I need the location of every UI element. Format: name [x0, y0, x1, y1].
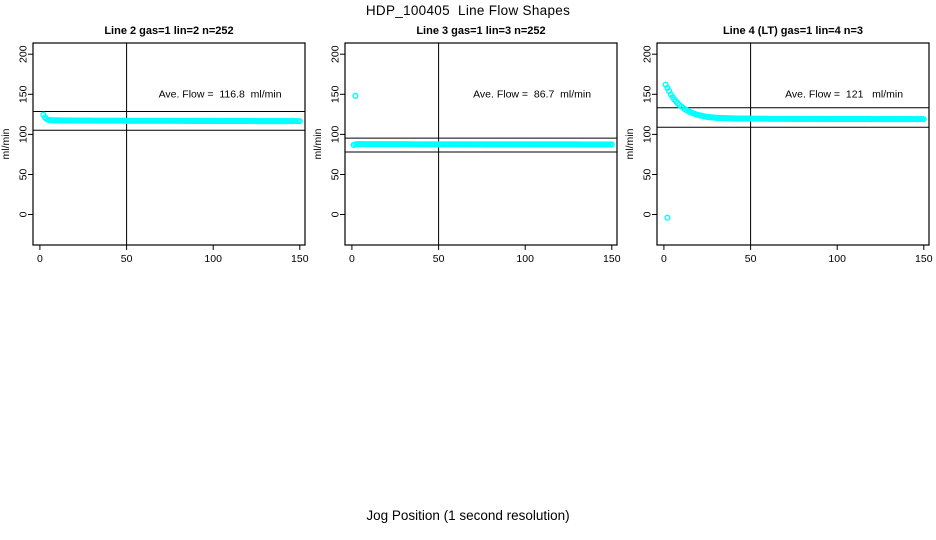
svg-text:50: 50 — [642, 169, 654, 181]
svg-text:0: 0 — [37, 253, 43, 265]
svg-text:100: 100 — [516, 253, 534, 265]
panel-line4-title: Line 4 (LT) gas=1 lin=4 n=3 — [722, 25, 864, 37]
svg-text:ml/min: ml/min — [312, 128, 324, 159]
svg-text:200: 200 — [18, 45, 30, 63]
svg-text:ml/min: ml/min — [624, 128, 636, 159]
svg-text:0: 0 — [642, 211, 654, 217]
svg-text:200: 200 — [642, 45, 654, 63]
svg-text:100: 100 — [204, 253, 222, 265]
svg-text:150: 150 — [291, 253, 309, 265]
svg-text:100: 100 — [18, 125, 30, 143]
svg-text:150: 150 — [330, 85, 342, 103]
svg-text:50: 50 — [121, 253, 133, 265]
svg-text:Ave. Flow = 121 ml/min: Ave. Flow = 121 ml/min — [785, 89, 903, 101]
svg-text:50: 50 — [330, 169, 342, 181]
panel-line4: Line 4 (LT) gas=1 lin=4 n=3 0 50 100 150 0 50… — [624, 20, 936, 270]
svg-text:100: 100 — [828, 253, 846, 265]
svg-text:Ave. Flow = 116.8 ml/min: Ave. Flow = 116.8 ml/min — [159, 89, 282, 101]
panel-line2: Line 2 gas=1 lin=2 n=252 0 50 100 150 0 50 100… — [0, 20, 312, 270]
panel-line3-title: Line 3 gas=1 lin=3 n=252 — [416, 25, 546, 37]
scatter-plot-line3: 0 50 100 150 0 50 100 150 200 ml/min Ave. Flow = 8… — [312, 42, 621, 265]
svg-text:0: 0 — [661, 253, 667, 265]
svg-text:200: 200 — [330, 45, 342, 63]
svg-text:100: 100 — [642, 125, 654, 143]
svg-text:0: 0 — [349, 253, 355, 265]
svg-text:50: 50 — [433, 253, 445, 265]
scatter-plot-line2: 0 50 100 150 0 50 100 150 200 ml/min Ave. Flow = 1… — [0, 42, 309, 265]
svg-text:50: 50 — [18, 169, 30, 181]
svg-text:50: 50 — [745, 253, 757, 265]
x-axis-label: Jog Position (1 second resolution) — [366, 508, 570, 523]
scatter-plot-line4: 0 50 100 150 0 50 100 150 200 ml/min Ave. Flow = 1… — [624, 42, 933, 265]
svg-text:0: 0 — [18, 211, 30, 217]
svg-text:150: 150 — [18, 85, 30, 103]
svg-text:100: 100 — [330, 125, 342, 143]
svg-text:ml/min: ml/min — [0, 128, 12, 159]
svg-text:150: 150 — [603, 253, 621, 265]
svg-text:150: 150 — [915, 253, 933, 265]
svg-text:0: 0 — [330, 211, 342, 217]
figure-title: HDP_100405 Line Flow Shapes — [365, 3, 571, 18]
panel-line2-title: Line 2 gas=1 lin=2 n=252 — [104, 25, 234, 37]
svg-text:Ave. Flow = 86.7 ml/min: Ave. Flow = 86.7 ml/min — [473, 89, 591, 101]
panel-line3: Line 3 gas=1 lin=3 n=252 0 50 100 150 0 50 100… — [312, 20, 624, 270]
svg-text:150: 150 — [642, 85, 654, 103]
